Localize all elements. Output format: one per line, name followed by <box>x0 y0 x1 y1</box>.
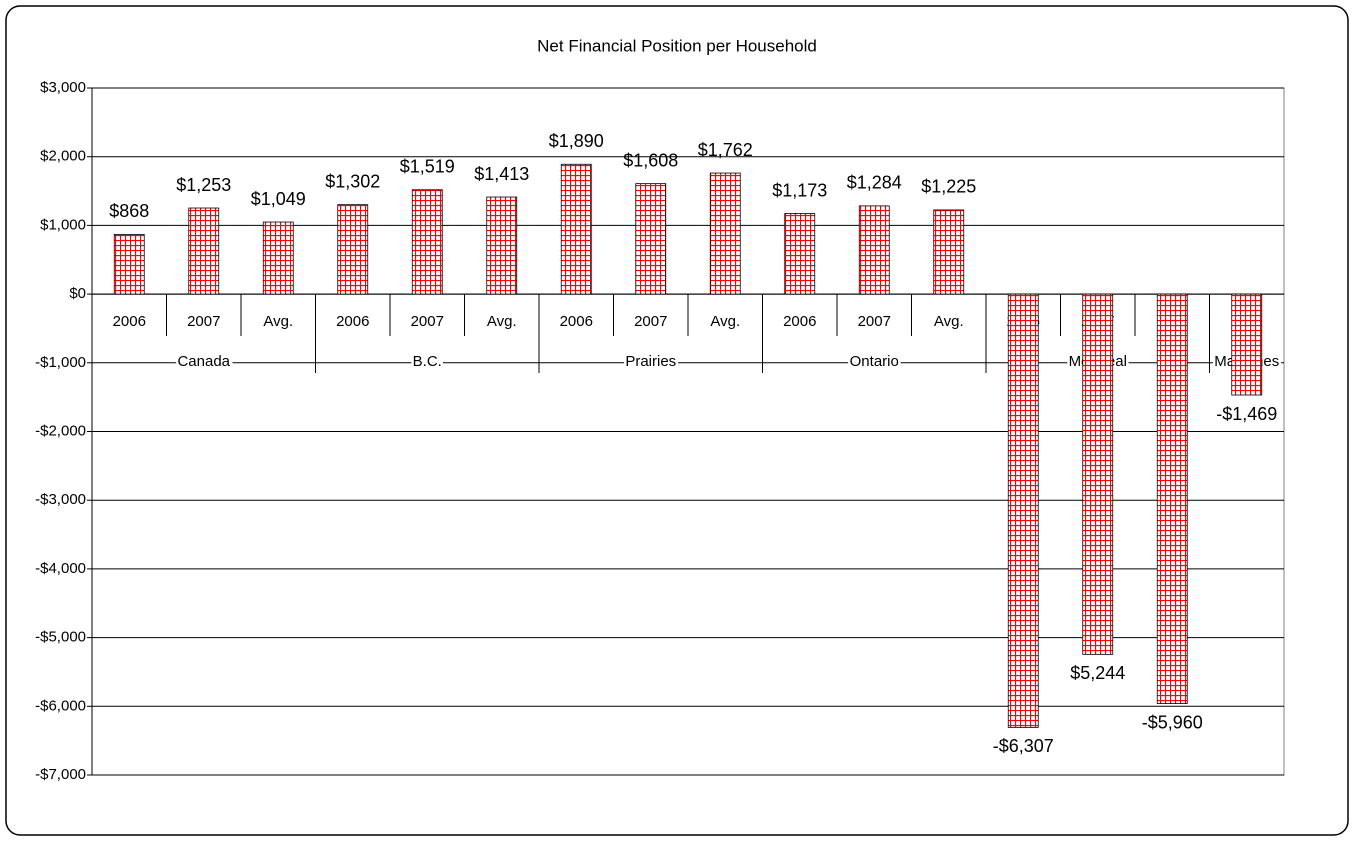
x-tick-label: 2007 <box>411 313 444 330</box>
value-label: $1,413 <box>474 164 529 184</box>
x-group-label: Ontario <box>850 353 899 370</box>
y-tick-label: $3,000 <box>40 79 86 96</box>
y-tick-label: -$1,000 <box>35 354 86 371</box>
value-label: -$5,960 <box>1142 712 1203 732</box>
x-tick-label: 2007 <box>858 313 891 330</box>
x-tick-label: Avg. <box>263 313 293 330</box>
bar <box>487 197 517 294</box>
x-group-label: Prairies <box>625 353 676 370</box>
x-group-label: B.C. <box>413 353 442 370</box>
bar <box>1008 294 1038 727</box>
x-group-label: Canada <box>177 353 230 370</box>
x-tick-label: 2006 <box>783 313 816 330</box>
x-tick-label: 2007 <box>187 313 220 330</box>
value-label: $1,890 <box>549 131 604 151</box>
value-label: -$6,307 <box>993 736 1054 756</box>
value-label: $1,762 <box>698 140 753 160</box>
x-tick-label: 2007 <box>634 313 667 330</box>
bar <box>561 164 591 294</box>
x-tick-label: 2006 <box>560 313 593 330</box>
value-label: $1,173 <box>772 180 827 200</box>
y-tick-label: $0 <box>69 285 86 302</box>
y-tick-label: -$7,000 <box>35 766 86 783</box>
bar <box>1157 294 1187 703</box>
bar <box>189 208 219 294</box>
x-tick-label: Avg. <box>487 313 517 330</box>
bar <box>859 206 889 294</box>
chart-title: Net Financial Position per Household <box>537 36 817 55</box>
y-tick-label: -$2,000 <box>35 422 86 439</box>
value-label: $1,519 <box>400 156 455 176</box>
y-tick-label: -$4,000 <box>35 560 86 577</box>
y-tick-label: $2,000 <box>40 148 86 165</box>
bar <box>710 173 740 294</box>
y-tick-label: -$3,000 <box>35 491 86 508</box>
value-label: $5,244 <box>1070 663 1125 683</box>
x-tick-label: Avg. <box>710 313 740 330</box>
value-label: $1,225 <box>921 177 976 197</box>
x-tick-label: 2006 <box>113 313 146 330</box>
value-label: $1,253 <box>176 175 231 195</box>
bar <box>1232 294 1262 395</box>
bar <box>114 234 144 294</box>
value-label: $1,302 <box>325 171 380 191</box>
bar <box>934 210 964 294</box>
bar <box>412 190 442 294</box>
x-tick-label: Avg. <box>934 313 964 330</box>
bar <box>338 205 368 294</box>
bar <box>263 222 293 294</box>
chart: Net Financial Position per Household -$7… <box>0 0 1354 841</box>
value-label: $1,284 <box>847 173 902 193</box>
value-label: $868 <box>109 201 149 221</box>
value-label: -$1,469 <box>1216 404 1277 424</box>
value-label: $1,608 <box>623 150 678 170</box>
y-tick-label: $1,000 <box>40 216 86 233</box>
y-tick-label: -$6,000 <box>35 697 86 714</box>
bar <box>785 214 815 295</box>
x-tick-label: 2006 <box>336 313 369 330</box>
y-tick-label: -$5,000 <box>35 629 86 646</box>
bar <box>1083 294 1113 654</box>
bar <box>636 184 666 294</box>
value-label: $1,049 <box>251 189 306 209</box>
